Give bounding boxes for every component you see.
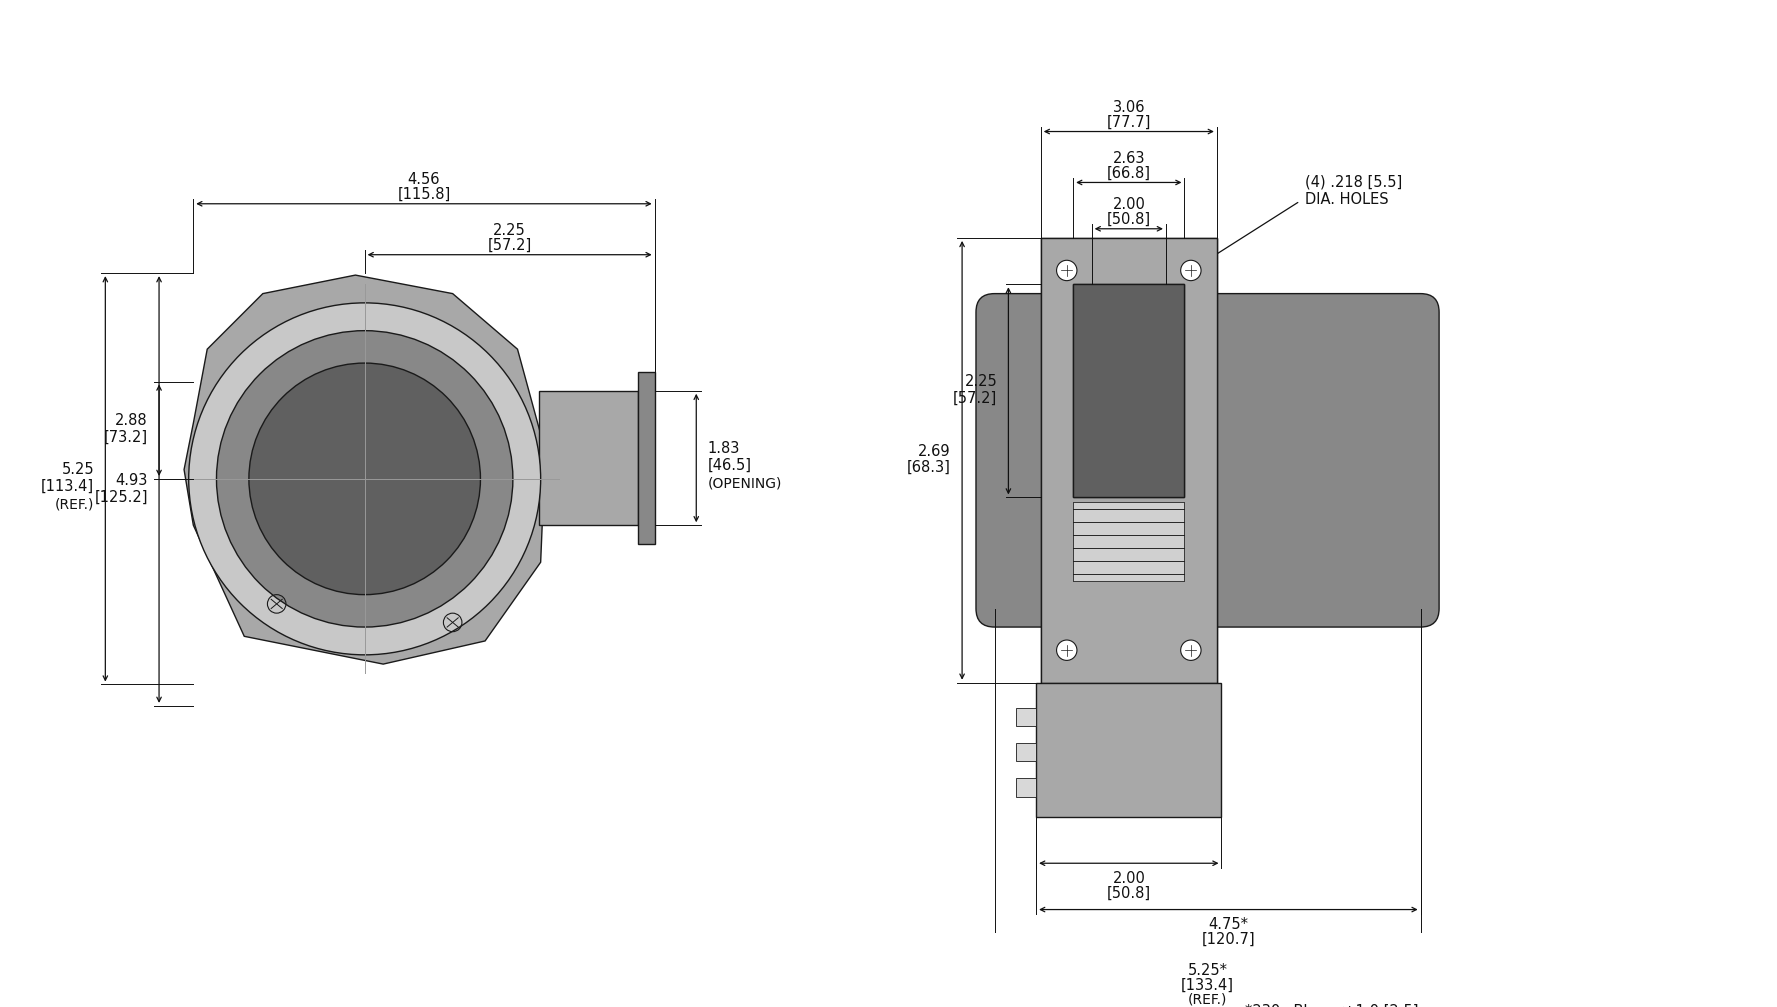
Text: [68.3]: [68.3] bbox=[906, 460, 951, 475]
Bar bbox=[1016, 743, 1036, 761]
Circle shape bbox=[1180, 260, 1201, 281]
Text: [57.2]: [57.2] bbox=[487, 238, 531, 253]
Bar bbox=[1016, 708, 1036, 726]
Text: 2.25: 2.25 bbox=[965, 375, 997, 389]
Bar bbox=[1041, 238, 1217, 683]
Text: [125.2]: [125.2] bbox=[94, 489, 147, 505]
Bar bbox=[1073, 284, 1185, 497]
Text: [73.2]: [73.2] bbox=[103, 430, 147, 445]
Text: [50.8]: [50.8] bbox=[1107, 885, 1151, 900]
Text: 2.00: 2.00 bbox=[1112, 197, 1144, 212]
Bar bbox=[1073, 502, 1185, 581]
Text: (REF.): (REF.) bbox=[55, 497, 94, 512]
Text: *230v Blower+1.0 [2.5]: *230v Blower+1.0 [2.5] bbox=[1244, 1004, 1418, 1007]
Bar bbox=[1041, 238, 1217, 683]
Text: [113.4]: [113.4] bbox=[41, 478, 94, 493]
Circle shape bbox=[217, 330, 514, 627]
Text: [120.7]: [120.7] bbox=[1201, 931, 1255, 947]
Text: (REF.): (REF.) bbox=[1187, 993, 1228, 1007]
Text: [50.8]: [50.8] bbox=[1107, 211, 1151, 227]
Text: [115.8]: [115.8] bbox=[398, 187, 451, 202]
Bar bbox=[1073, 284, 1185, 497]
Text: DIA. HOLES: DIA. HOLES bbox=[1304, 191, 1388, 206]
Text: 2.25: 2.25 bbox=[494, 223, 526, 238]
Text: [46.5]: [46.5] bbox=[707, 458, 752, 473]
Bar bbox=[1016, 778, 1036, 797]
Text: 5.25*: 5.25* bbox=[1187, 964, 1228, 978]
Text: 4.56: 4.56 bbox=[407, 172, 441, 187]
Text: 1.83: 1.83 bbox=[707, 441, 739, 456]
Circle shape bbox=[188, 303, 540, 655]
Text: 2.63: 2.63 bbox=[1112, 151, 1144, 166]
Text: [66.8]: [66.8] bbox=[1107, 165, 1151, 180]
Bar bbox=[638, 373, 654, 544]
Bar bbox=[538, 391, 638, 526]
Text: [77.7]: [77.7] bbox=[1107, 115, 1151, 130]
Text: 4.93: 4.93 bbox=[116, 472, 147, 487]
Bar bbox=[1036, 683, 1221, 817]
Text: 2.00: 2.00 bbox=[1112, 871, 1144, 885]
Text: (4) .218 [5.5]: (4) .218 [5.5] bbox=[1304, 175, 1402, 190]
Text: 4.75*: 4.75* bbox=[1208, 917, 1249, 931]
Circle shape bbox=[1057, 640, 1077, 661]
Polygon shape bbox=[185, 275, 546, 664]
Text: [133.4]: [133.4] bbox=[1182, 978, 1233, 993]
Text: 3.06: 3.06 bbox=[1112, 100, 1144, 115]
Bar bbox=[1073, 502, 1185, 581]
Circle shape bbox=[1180, 640, 1201, 661]
Text: 2.88: 2.88 bbox=[116, 414, 147, 428]
Text: 5.25: 5.25 bbox=[62, 462, 94, 477]
Circle shape bbox=[1057, 260, 1077, 281]
Text: (OPENING): (OPENING) bbox=[707, 477, 782, 491]
Text: 2.69: 2.69 bbox=[919, 443, 951, 458]
FancyBboxPatch shape bbox=[976, 294, 1439, 627]
Text: [57.2]: [57.2] bbox=[952, 391, 997, 406]
Circle shape bbox=[249, 364, 480, 595]
